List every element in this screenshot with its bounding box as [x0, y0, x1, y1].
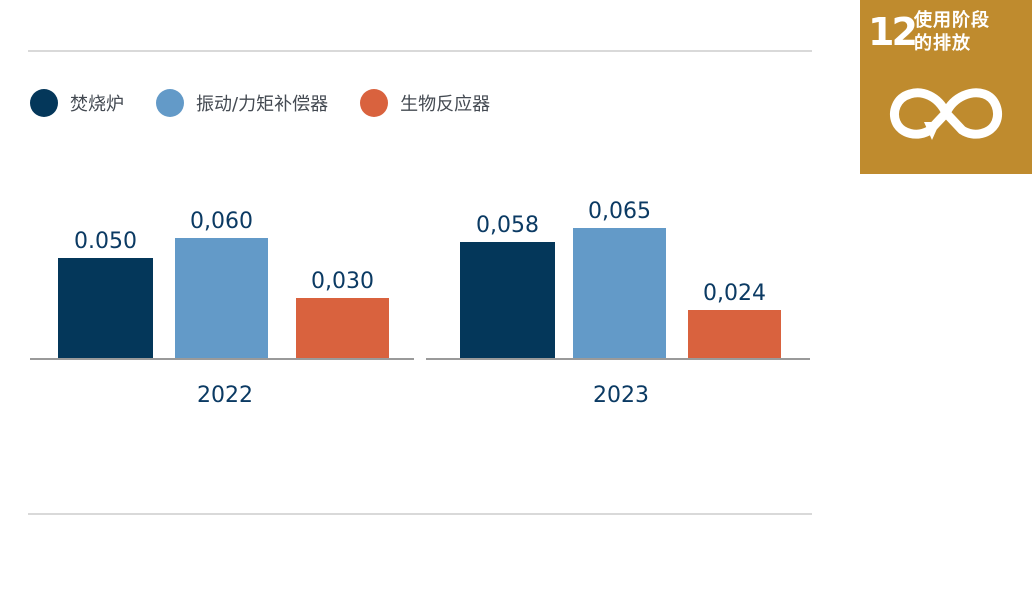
- bar-incinerator-2022: [58, 258, 153, 358]
- top-divider: [28, 50, 812, 52]
- legend-label-incinerator: 焚烧炉: [70, 94, 124, 115]
- legend-swatch-compensator: [156, 89, 184, 117]
- data-label-bioreactor-2022: 0,030: [311, 269, 374, 294]
- infinity-cycle-icon: [890, 88, 1002, 140]
- x-tick-label-2022: 2022: [197, 383, 253, 408]
- x-tick-label-2023: 2023: [593, 383, 649, 408]
- legend-item-compensator: 振动/力矩补偿器: [156, 89, 328, 117]
- legend-swatch-bioreactor: [360, 89, 389, 117]
- legend-item-incinerator: 焚烧炉: [30, 89, 124, 117]
- data-label-incinerator-2023: 0,058: [476, 213, 539, 238]
- data-label-bioreactor-2023: 0,024: [703, 281, 766, 306]
- bottom-divider: [28, 513, 812, 515]
- legend-label-compensator: 振动/力矩补偿器: [196, 94, 329, 115]
- chart-legend: 焚烧炉 振动/力矩补偿器 生物反应器: [30, 88, 522, 118]
- bar-incinerator-2023: [460, 242, 555, 358]
- data-label-compensator-2023: 0,065: [588, 199, 651, 224]
- badge-title: 使用阶段 的排放: [914, 9, 990, 55]
- data-label-compensator-2022: 0,060: [190, 209, 253, 234]
- badge-number: 12: [868, 10, 918, 54]
- bar-bioreactor-2022: [296, 298, 389, 358]
- badge-title-line-2: 的排放: [914, 33, 971, 54]
- legend-item-bioreactor: 生物反应器: [360, 89, 490, 117]
- legend-swatch-incinerator: [30, 89, 58, 117]
- badge-title-line-1: 使用阶段: [914, 10, 990, 31]
- legend-label-bioreactor: 生物反应器: [400, 94, 491, 115]
- bar-compensator-2023: [573, 228, 666, 358]
- bar-bioreactor-2023: [688, 310, 781, 358]
- bar-compensator-2022: [175, 238, 268, 358]
- bar-chart: 0.050 0,060 0,030 2022 0,058 0,065 0,024 2023: [30, 199, 810, 408]
- data-label-incinerator-2022: 0.050: [74, 229, 137, 254]
- sdg-12-badge: 12 使用阶段 的排放: [860, 0, 1032, 174]
- x-axis-line-2022: [30, 358, 414, 360]
- x-axis-line-2023: [426, 358, 810, 360]
